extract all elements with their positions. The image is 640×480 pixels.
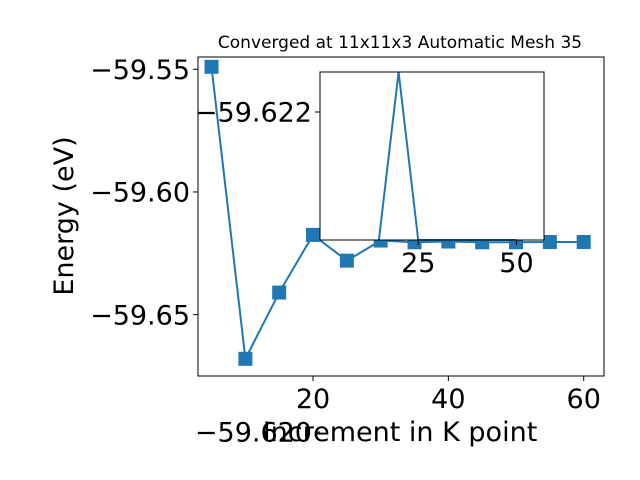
main-ytick-label: −59.65 (90, 300, 190, 331)
inset-xtick-label: 50 (499, 248, 533, 279)
main-data-point (306, 227, 321, 242)
inset-plot: 25 50 −59.620 −59.622 (195, 71, 545, 449)
main-xtick-label: 40 (431, 384, 465, 415)
inset-plot-frame (319, 71, 545, 241)
chart-title: Converged at 11x11x3 Automatic Mesh 35 (218, 33, 582, 53)
main-xtick-label: 20 (296, 384, 330, 415)
main-xtick-label: 60 (567, 384, 601, 415)
main-data-point (576, 235, 591, 250)
x-axis-label: Increment in K point (263, 417, 538, 448)
main-plot-frame (197, 56, 605, 377)
main-ytick-label: −59.55 (90, 55, 190, 86)
main-ytick-label: −59.60 (90, 178, 190, 209)
main-data-point (238, 351, 253, 366)
y-axis-label: Energy (eV) (49, 136, 80, 295)
inset-ytick-label: −59.622 (195, 98, 312, 129)
inset-ytick-label: −59.620 (195, 418, 312, 449)
inset-xtick-label: 25 (401, 248, 435, 279)
main-data-point (272, 285, 287, 300)
inset-background (320, 72, 544, 240)
main-data-point (339, 253, 354, 268)
main-data-point (204, 59, 219, 74)
main-data-point (542, 235, 557, 250)
